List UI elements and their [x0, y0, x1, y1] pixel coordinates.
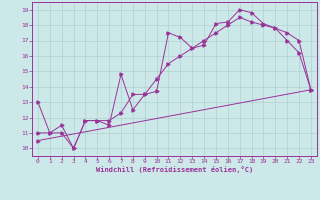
X-axis label: Windchill (Refroidissement éolien,°C): Windchill (Refroidissement éolien,°C): [96, 166, 253, 173]
